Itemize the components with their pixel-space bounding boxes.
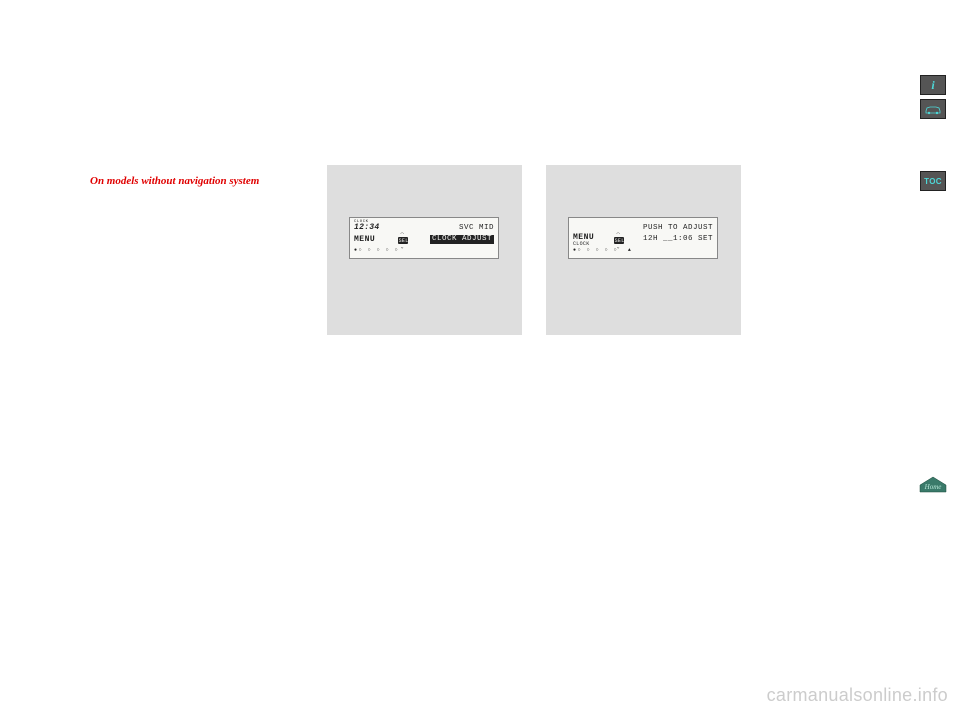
car-tab[interactable] — [920, 99, 946, 119]
lcd-top-right: PUSH TO ADJUST — [643, 220, 713, 232]
clock-adjust-highlight: CLOCK ADJUST — [430, 235, 494, 244]
toc-label: TOC — [924, 177, 942, 186]
page-dots: ●○ ○ ○ ○ ○ — [573, 247, 618, 253]
lcd-display-left: CLOCK 12:34 SVC MID MENU ⌒ SEL ⌄ CLOCK A… — [349, 217, 499, 259]
menu-label: MENU — [354, 235, 375, 244]
sidebar-tabs: i TOC — [920, 75, 946, 191]
menu-sub-label: CLOCK — [573, 242, 594, 246]
time-set-text: 12H __1:06 SET — [643, 235, 713, 243]
page-dots: ●○ ○ ○ ○ ○ — [354, 247, 399, 253]
lcd-panel-adjust: PUSH TO ADJUST MENU CLOCK ⌒ SEL ⌄ 12H __… — [546, 165, 741, 335]
info-icon: i — [931, 78, 934, 93]
lcd-top-right: SVC MID — [459, 220, 494, 232]
info-tab[interactable]: i — [920, 75, 946, 95]
lcd-panel-menu: CLOCK 12:34 SVC MID MENU ⌒ SEL ⌄ CLOCK A… — [327, 165, 522, 335]
car-icon — [924, 105, 942, 113]
watermark: carmanualsonline.info — [767, 685, 948, 706]
toc-tab[interactable]: TOC — [920, 171, 946, 191]
sel-badge: SEL — [614, 237, 624, 244]
sel-badge: SEL — [398, 237, 408, 244]
home-button[interactable]: Home — [916, 475, 950, 493]
dial-arc-icon: ⌒ SEL ⌄ — [398, 229, 408, 249]
triangle-icon: ▲ — [628, 247, 631, 253]
section-heading: On models without navigation system — [90, 175, 259, 187]
home-label: Home — [924, 483, 942, 491]
lcd-display-right: PUSH TO ADJUST MENU CLOCK ⌒ SEL ⌄ 12H __… — [568, 217, 718, 259]
clock-time: 12:34 — [354, 224, 380, 232]
